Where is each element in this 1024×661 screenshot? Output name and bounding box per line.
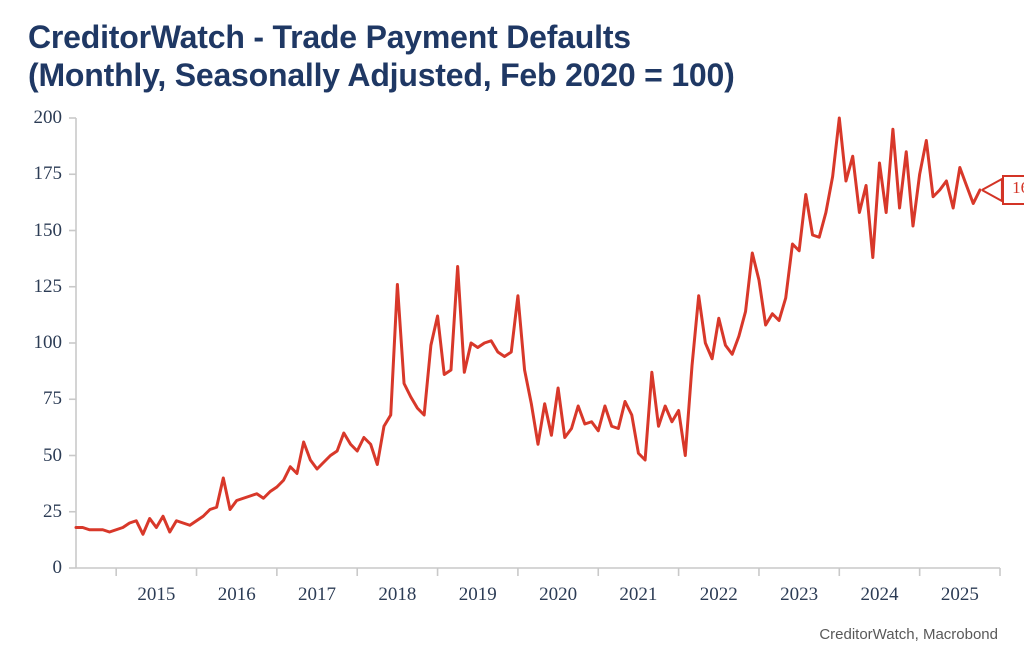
x-axis-tick-2020: 2020 — [539, 584, 578, 605]
y-axis-tick-150: 150 — [33, 219, 63, 241]
x-axis-tick-2025: 2025 — [940, 584, 979, 605]
x-axis-tick-2019: 2019 — [458, 584, 497, 605]
y-axis-tick-25: 25 — [43, 500, 62, 522]
chart-title-line-2: (Monthly, Seasonally Adjusted, Feb 2020 … — [28, 57, 735, 93]
y-axis-tick-100: 100 — [33, 332, 63, 353]
y-axis-tick-125: 125 — [33, 275, 63, 297]
x-axis-tick-2022: 2022 — [699, 584, 738, 605]
chart-title: CreditorWatch - Trade Payment Defaults (… — [28, 18, 988, 94]
y-axis-tick-75: 75 — [43, 388, 62, 410]
x-axis-tick-2016: 2016 — [217, 584, 256, 605]
y-axis-tick-50: 50 — [43, 444, 62, 466]
x-axis-tick-2021: 2021 — [619, 584, 658, 605]
x-axis-tick-2015: 2015 — [137, 584, 176, 605]
source-attribution: CreditorWatch, Macrobond — [819, 626, 998, 643]
y-axis-tick-175: 175 — [33, 163, 63, 185]
x-axis-tick-2017: 2017 — [298, 584, 337, 605]
y-axis-tick-0: 0 — [52, 557, 63, 578]
value-callout-label: 168 — [1001, 175, 1024, 205]
y-axis-tick-200: 200 — [33, 107, 63, 128]
x-axis-tick-2018: 2018 — [378, 584, 417, 605]
chart-title-line-1: CreditorWatch - Trade Payment Defaults — [28, 19, 631, 55]
x-axis-tick-2023: 2023 — [780, 584, 819, 605]
x-axis-tick-2024: 2024 — [860, 584, 899, 605]
